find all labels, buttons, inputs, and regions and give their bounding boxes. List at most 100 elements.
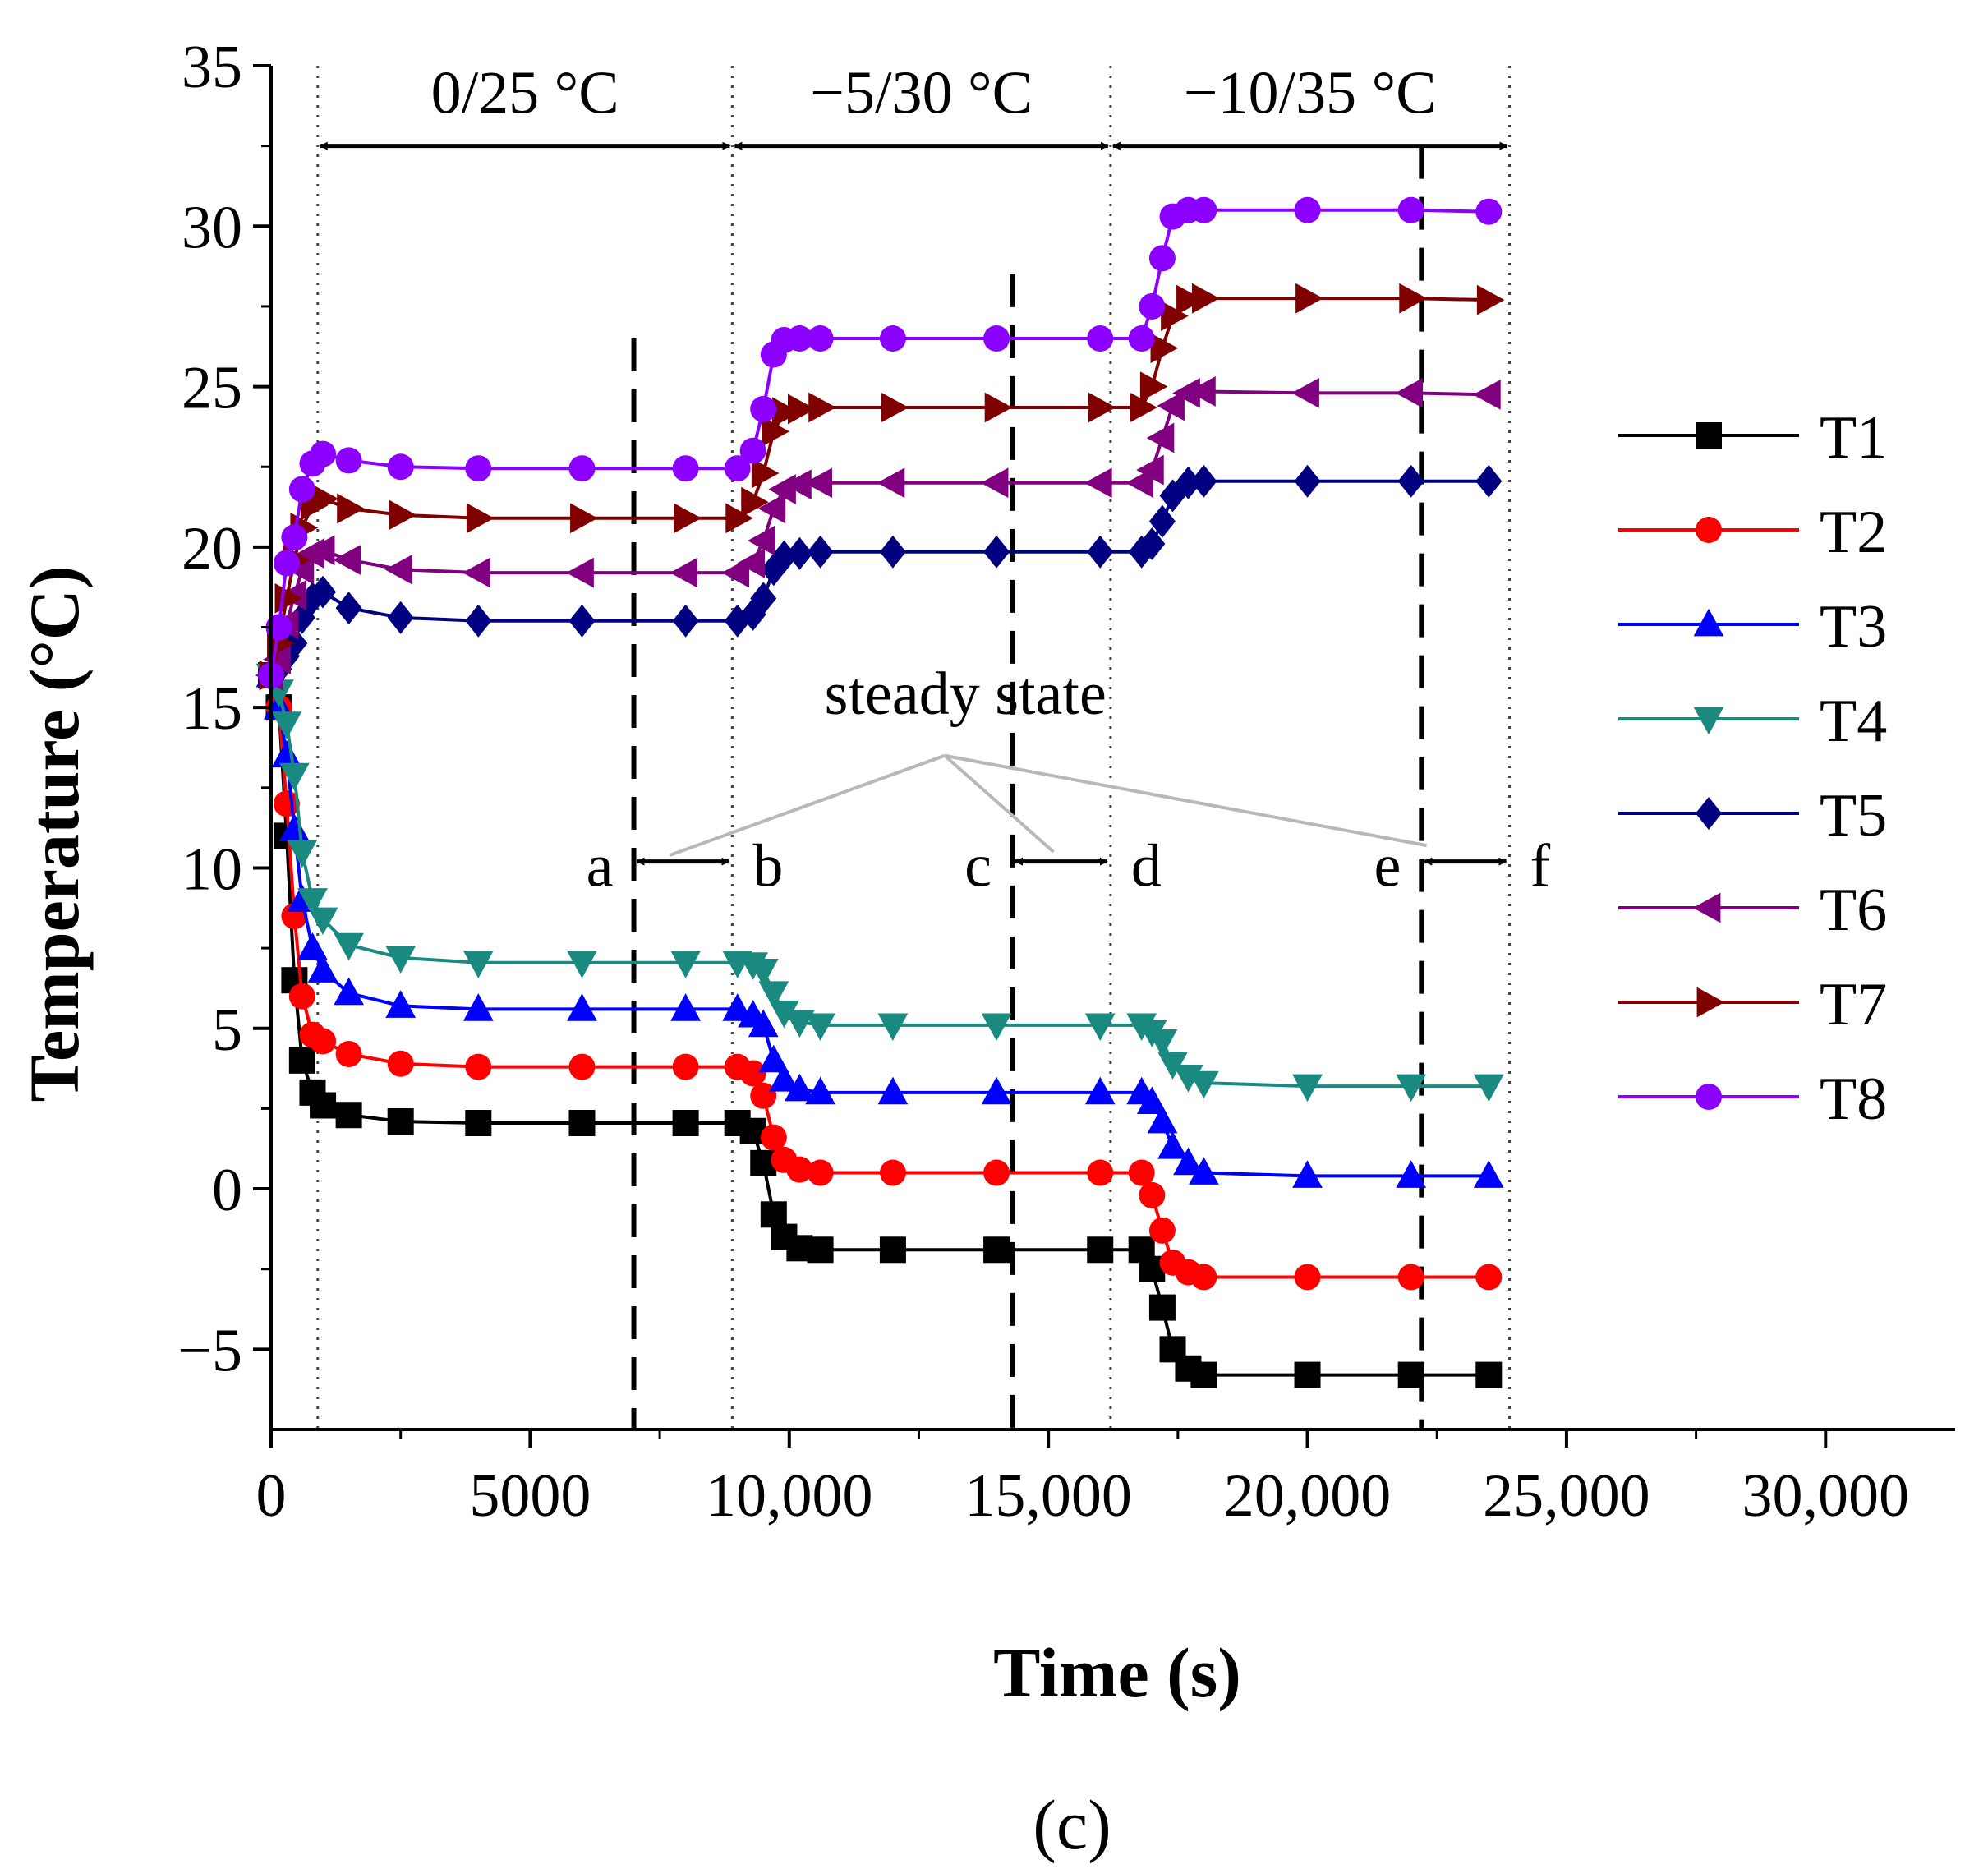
series-marker <box>1294 1361 1321 1388</box>
steady-state-leader-line <box>943 754 1055 854</box>
legend: T1 T2 T3 T4 T5 T6 T7 T8 <box>1618 404 1887 1133</box>
series-marker <box>1292 1160 1323 1188</box>
series-marker <box>1294 1264 1321 1291</box>
series-marker <box>786 536 813 570</box>
series-marker <box>1084 1076 1116 1105</box>
series-marker <box>288 983 315 1010</box>
series-marker <box>1176 284 1204 315</box>
steady-state-leader-line <box>944 753 1427 848</box>
series-marker <box>568 455 596 482</box>
series-marker <box>1693 707 1724 735</box>
series-marker <box>310 575 337 609</box>
x-tick-label: 30,000 <box>1742 1462 1910 1530</box>
series-marker <box>271 739 302 768</box>
series-marker <box>1696 797 1722 830</box>
series-marker <box>981 1076 1012 1105</box>
series-marker <box>568 604 596 638</box>
series-marker <box>389 499 416 531</box>
series-marker <box>1084 1013 1116 1042</box>
series-marker <box>750 1082 777 1109</box>
series-marker <box>1693 608 1724 637</box>
y-tick-label: 10 <box>182 836 242 903</box>
legend-label: T8 <box>1820 1066 1887 1133</box>
legend-item: T5 <box>1618 782 1887 849</box>
series-marker <box>1087 535 1114 569</box>
y-tick-label: 25 <box>182 355 242 422</box>
series-marker <box>758 1044 789 1073</box>
series-marker <box>1696 1084 1722 1110</box>
steady-state-leader-line <box>670 753 946 857</box>
series-marker <box>1157 1131 1188 1159</box>
series-marker <box>387 453 414 481</box>
series-marker <box>1191 283 1220 314</box>
series-marker <box>1136 454 1164 486</box>
series-marker <box>784 1010 815 1038</box>
series-marker <box>751 458 780 489</box>
y-tick-label: 15 <box>182 675 242 743</box>
steady-state-to-label: d <box>1131 833 1162 900</box>
series-marker <box>758 981 789 1009</box>
series-marker <box>772 397 800 428</box>
series-marker <box>310 1028 337 1055</box>
series-marker <box>1476 284 1505 315</box>
series-marker <box>1188 1157 1219 1185</box>
series-marker <box>335 447 362 474</box>
x-tick-label: 10,000 <box>706 1462 873 1530</box>
series-T5 <box>258 464 1503 693</box>
series-marker <box>807 535 834 569</box>
series-marker <box>1294 464 1321 498</box>
steady-state-from-label: c <box>964 833 992 900</box>
steady-state-from-label: e <box>1374 833 1401 900</box>
series-marker <box>1696 422 1722 449</box>
series-T3 <box>255 659 1504 1188</box>
series-marker <box>980 467 1009 499</box>
series-marker <box>310 440 337 467</box>
series-marker <box>672 1109 699 1136</box>
series-marker <box>760 1124 787 1151</box>
series-marker <box>1397 1264 1424 1291</box>
series-marker <box>335 1041 362 1068</box>
series-marker <box>1087 325 1114 352</box>
series-marker <box>1084 467 1112 499</box>
series-marker <box>762 416 790 447</box>
series-marker <box>387 1050 414 1077</box>
series-marker <box>334 932 365 961</box>
series-marker <box>568 1109 596 1136</box>
series-line <box>269 674 1489 1089</box>
series-marker <box>760 1201 787 1228</box>
series-marker <box>879 535 906 569</box>
series-marker <box>877 1076 909 1105</box>
series-marker <box>1475 198 1503 225</box>
series-marker <box>739 437 766 464</box>
series-T2 <box>258 662 1503 1291</box>
series-marker <box>672 1053 699 1080</box>
x-tick-label: 0 <box>256 1462 287 1530</box>
series-marker <box>769 1000 799 1029</box>
series-marker <box>385 990 416 1018</box>
series-marker <box>462 993 494 1021</box>
phase-label: −5/30 °C <box>810 60 1033 127</box>
series-marker <box>1175 466 1202 499</box>
x-axis-title: Time (s) <box>993 1633 1241 1712</box>
series-marker <box>1147 1029 1178 1057</box>
series-marker <box>297 932 328 960</box>
series-line <box>269 208 1489 676</box>
series-marker <box>784 1073 815 1102</box>
series-marker <box>335 592 362 625</box>
series-marker <box>1148 245 1176 272</box>
series-marker <box>750 582 777 615</box>
series-marker <box>288 476 315 503</box>
series-marker <box>1696 987 1725 1018</box>
panel-label: (c) <box>1033 1785 1111 1864</box>
series-marker <box>1188 376 1216 407</box>
series-marker <box>466 503 495 534</box>
series-marker <box>1397 196 1424 223</box>
y-tick-label: 0 <box>212 1157 242 1224</box>
series-marker <box>263 644 291 674</box>
series-marker <box>670 557 698 588</box>
series-marker <box>1475 1264 1503 1291</box>
series-marker <box>385 946 416 974</box>
steady-state-label: steady state <box>825 661 1107 728</box>
series-marker <box>1188 1070 1219 1099</box>
series-marker <box>804 467 833 499</box>
